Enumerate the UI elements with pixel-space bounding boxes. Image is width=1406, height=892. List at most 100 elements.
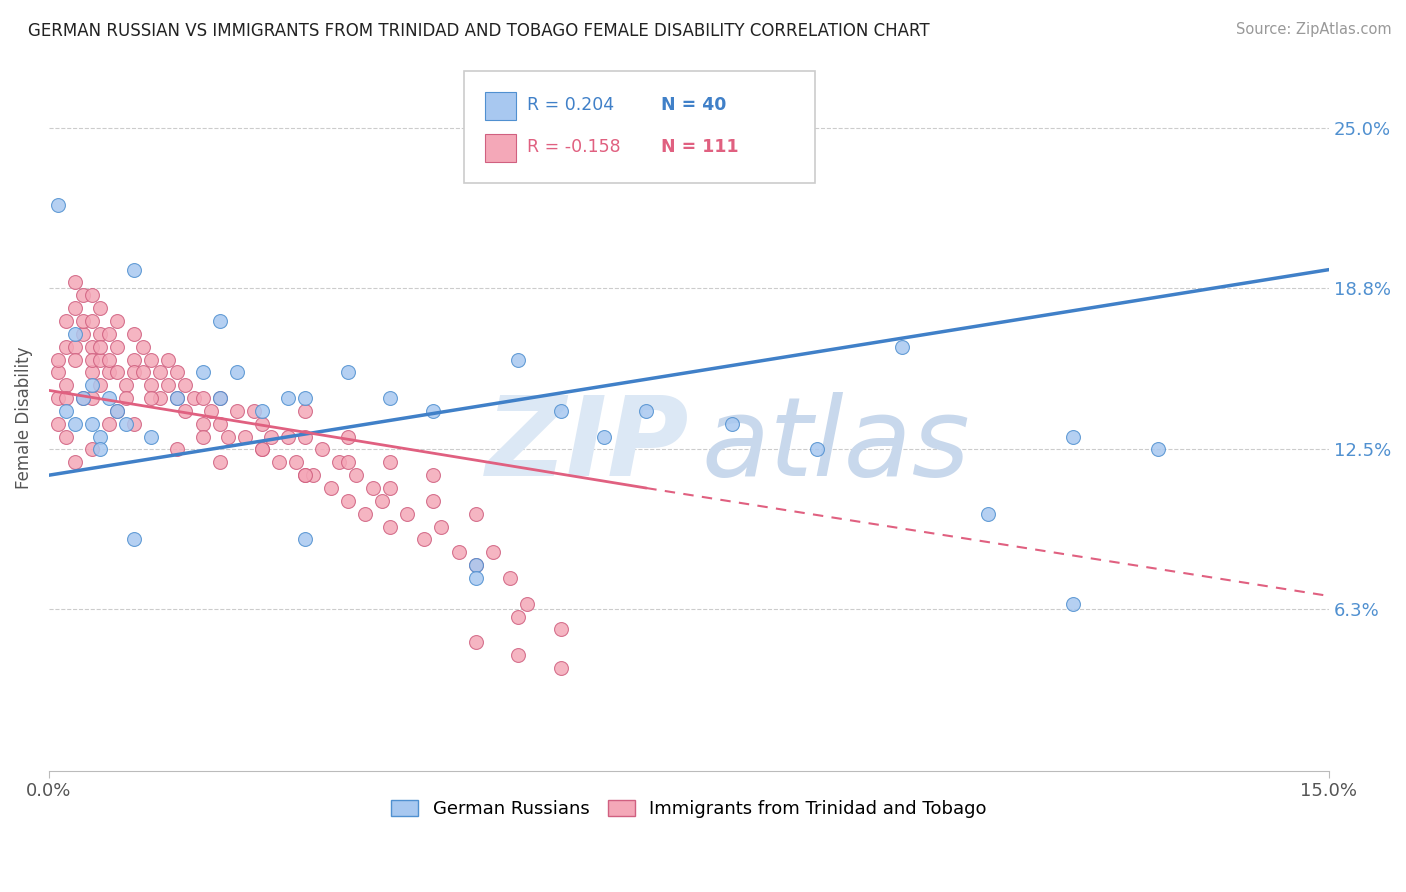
Point (294, 533, 316, 547)
Text: R = 0.204: R = 0.204 (527, 96, 614, 114)
Point (191, 391, 214, 405)
Point (225, 365, 247, 379)
Point (124, 262, 146, 277)
Point (105, 404, 128, 418)
Point (55, 404, 77, 418)
Point (464, 558, 486, 573)
Point (124, 352, 146, 367)
Point (46, 391, 69, 405)
Legend: German Russians, Immigrants from Trinidad and Tobago: German Russians, Immigrants from Trinida… (384, 793, 994, 825)
Point (1147, 442, 1170, 457)
Point (294, 404, 316, 418)
Point (114, 391, 136, 405)
Point (149, 365, 172, 379)
Point (80, 378, 103, 392)
Point (63, 340, 86, 354)
Point (242, 404, 264, 418)
Text: ZIP: ZIP (485, 392, 689, 500)
Point (380, 481, 402, 495)
Point (166, 365, 188, 379)
Point (328, 455, 350, 469)
Point (464, 507, 486, 521)
Point (97, 326, 120, 341)
Point (55, 378, 77, 392)
Point (285, 455, 308, 469)
Point (114, 378, 136, 392)
Point (63, 276, 86, 290)
Point (277, 430, 299, 444)
Point (80, 352, 103, 367)
Point (97, 391, 120, 405)
Point (891, 340, 914, 354)
Point (217, 430, 239, 444)
Text: N = 40: N = 40 (661, 96, 725, 114)
Point (80, 391, 103, 405)
Point (636, 404, 658, 418)
Point (200, 404, 222, 418)
Point (319, 481, 342, 495)
Point (413, 533, 436, 547)
Point (72, 314, 94, 328)
Point (550, 661, 572, 675)
Point (353, 507, 375, 521)
Point (97, 352, 120, 367)
Point (63, 301, 86, 315)
Point (233, 430, 256, 444)
Point (302, 468, 325, 483)
Point (336, 494, 359, 508)
Point (63, 352, 86, 367)
Point (422, 404, 444, 418)
Point (260, 430, 283, 444)
Point (72, 391, 94, 405)
Point (89, 352, 111, 367)
Point (976, 507, 998, 521)
Point (361, 481, 384, 495)
Point (97, 365, 120, 379)
Point (371, 494, 394, 508)
Point (105, 340, 128, 354)
Point (46, 352, 69, 367)
Point (105, 404, 128, 418)
Point (124, 533, 146, 547)
Point (252, 442, 274, 457)
Point (208, 391, 231, 405)
Point (72, 288, 94, 302)
Point (174, 378, 197, 392)
Point (72, 391, 94, 405)
Point (166, 391, 188, 405)
Point (508, 352, 530, 367)
Point (46, 365, 69, 379)
Point (422, 468, 444, 483)
Point (508, 648, 530, 662)
Point (208, 391, 231, 405)
Point (80, 288, 103, 302)
Point (55, 314, 77, 328)
Point (294, 391, 316, 405)
Point (80, 442, 103, 457)
Point (252, 442, 274, 457)
Point (806, 442, 828, 457)
Point (105, 314, 128, 328)
Point (157, 378, 180, 392)
Point (294, 468, 316, 483)
Point (183, 391, 205, 405)
Point (464, 571, 486, 585)
Point (166, 442, 188, 457)
Point (55, 430, 77, 444)
Point (294, 468, 316, 483)
Point (252, 417, 274, 431)
Point (336, 430, 359, 444)
Point (464, 635, 486, 649)
Text: R = -0.158: R = -0.158 (527, 138, 621, 156)
Point (55, 391, 77, 405)
Point (89, 378, 111, 392)
Point (191, 417, 214, 431)
Point (208, 314, 231, 328)
Point (141, 352, 163, 367)
Point (157, 352, 180, 367)
Point (336, 365, 359, 379)
Point (720, 417, 742, 431)
Point (1062, 597, 1084, 611)
Point (132, 340, 155, 354)
Point (89, 442, 111, 457)
